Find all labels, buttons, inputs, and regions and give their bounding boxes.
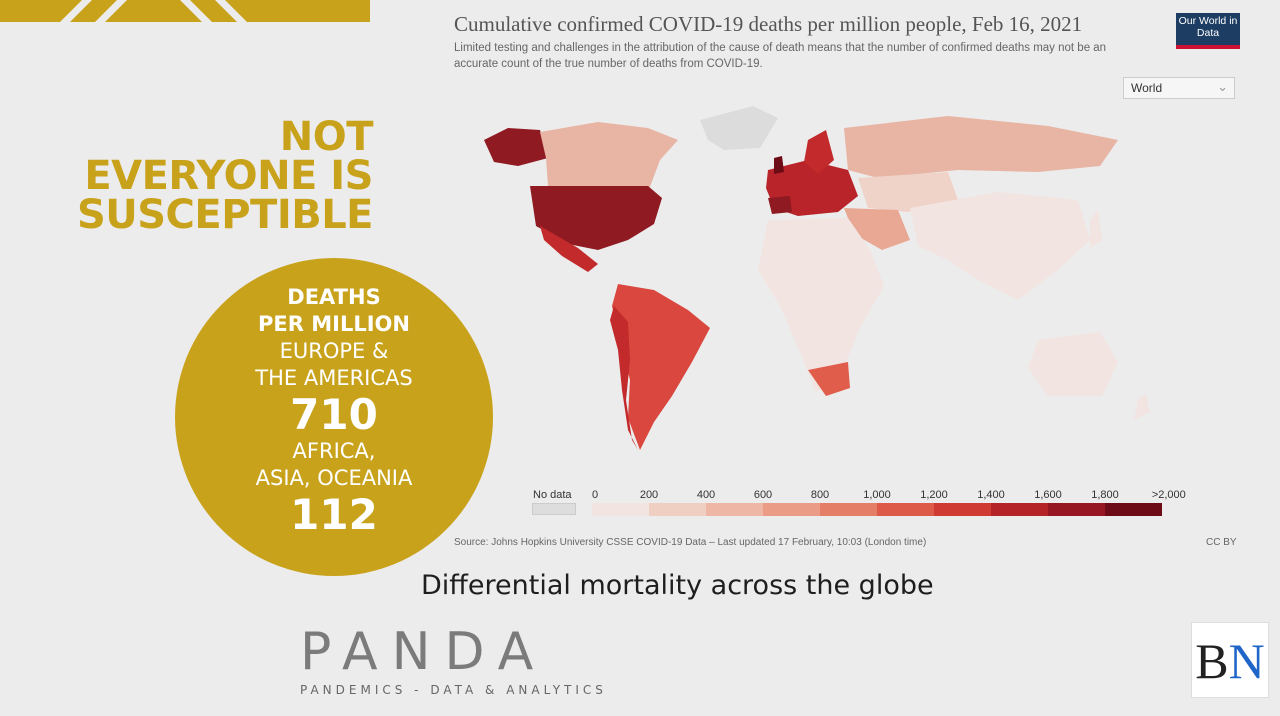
circle-americas-label: THE AMERICAS <box>255 366 413 390</box>
map-south-america <box>612 284 710 450</box>
map-greenland <box>700 106 778 150</box>
color-legend <box>592 503 1162 516</box>
legend-tick-label: 600 <box>753 489 773 501</box>
circle-asia-oceania-label: ASIA, OCEANIA <box>255 466 413 490</box>
chevron-down-icon: ⌄ <box>1217 79 1228 94</box>
legend-swatch <box>706 503 763 516</box>
map-south-africa <box>808 362 850 396</box>
circle-value-africa-asia-oceania: 112 <box>290 490 378 539</box>
legend-swatch <box>934 503 991 516</box>
circle-europe-label: EUROPE & <box>279 339 389 363</box>
panda-tagline: PANDEMICS - DATA & ANALYTICS <box>300 683 607 697</box>
legend-swatch <box>877 503 934 516</box>
map-scandinavia <box>804 130 834 174</box>
legend-swatch <box>1105 503 1162 516</box>
legend-swatch <box>1048 503 1105 516</box>
map-asia <box>910 192 1090 300</box>
legend-swatch <box>763 503 820 516</box>
legend-tick-label: 1,000 <box>863 489 891 501</box>
map-title: Cumulative confirmed COVID-19 deaths per… <box>454 12 1083 36</box>
legend-swatch <box>991 503 1048 516</box>
circle-value-europe-americas: 710 <box>290 390 378 439</box>
map-central-asia <box>858 172 958 212</box>
legend-tick-label: 200 <box>639 489 659 501</box>
headline-line-2: EVERYONE IS <box>84 153 373 199</box>
map-subtitle: Limited testing and challenges in the at… <box>454 42 1107 70</box>
legend-tick-label: 1,200 <box>920 489 948 501</box>
map-japan <box>1090 210 1102 248</box>
owid-logo[interactable]: Our World in Data <box>1176 13 1240 49</box>
bn-logo: BN <box>1191 622 1269 698</box>
legend-tick-label: 1,600 <box>1034 489 1062 501</box>
legend-swatch <box>592 503 649 516</box>
legend-no-data-label: No data <box>533 489 572 501</box>
circle-per-million-label: PER MILLION <box>258 312 410 336</box>
slide-caption: Differential mortality across the globe <box>421 570 934 601</box>
map-iberia <box>768 196 792 214</box>
deaths-circle: DEATHS PER MILLION EUROPE & THE AMERICAS… <box>175 258 493 576</box>
map-source: Source: Johns Hopkins University CSSE CO… <box>454 537 927 548</box>
legend-tick-label: 800 <box>810 489 830 501</box>
decorative-banner <box>0 0 370 22</box>
map-uk <box>774 156 784 174</box>
map-canada <box>540 122 678 192</box>
world-map[interactable] <box>478 100 1178 460</box>
legend-tick-label: >2,000 <box>1151 489 1186 501</box>
panda-logo: PANDA <box>300 622 548 682</box>
map-alaska <box>484 128 548 166</box>
bn-logo-n: N <box>1228 633 1265 689</box>
map-australia <box>1028 332 1118 396</box>
headline: NOT EVERYONE IS SUSCEPTIBLE <box>76 114 374 238</box>
map-middle-east <box>844 208 910 250</box>
legend-swatch <box>820 503 877 516</box>
map-mexico-central <box>540 226 598 272</box>
circle-deaths-label: DEATHS <box>287 285 381 309</box>
headline-line-3: SUSCEPTIBLE <box>76 192 374 238</box>
map-russia <box>844 116 1118 178</box>
circle-africa-label: AFRICA, <box>292 439 376 463</box>
license-link[interactable]: CC BY <box>1206 537 1237 548</box>
legend-tick-label: 1,800 <box>1091 489 1119 501</box>
map-new-zealand <box>1134 394 1150 420</box>
legend-tick-label: 1,400 <box>977 489 1005 501</box>
bn-logo-b: B <box>1195 633 1229 689</box>
region-select-value: World <box>1131 81 1163 95</box>
headline-line-1: NOT <box>279 114 374 160</box>
legend-tick-label: 0 <box>592 489 599 501</box>
map-usa <box>530 186 662 250</box>
legend-no-data-swatch <box>532 503 576 515</box>
map-south-america-west <box>610 306 638 450</box>
map-africa <box>758 218 884 392</box>
legend-swatch <box>649 503 706 516</box>
region-select[interactable]: World ⌄ <box>1123 77 1235 99</box>
legend-tick-label: 400 <box>696 489 716 501</box>
